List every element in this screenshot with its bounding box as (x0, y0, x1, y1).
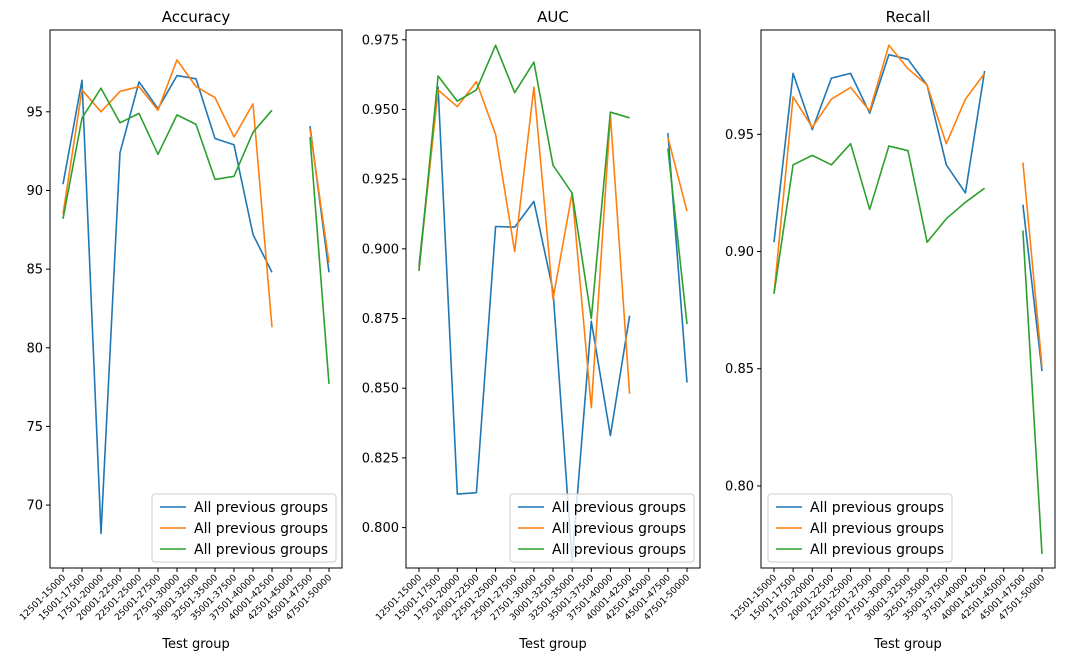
y-tick-label: 0.900 (362, 242, 399, 257)
series-line-1 (62, 74, 273, 535)
legend-label: All previous groups (552, 500, 686, 516)
series-line-3 (418, 44, 630, 320)
y-tick-label: 0.850 (362, 382, 399, 397)
series-line-2 (62, 59, 273, 328)
x-axis-label: Test group (161, 637, 230, 652)
axes-frame (49, 29, 343, 569)
legend: All previous groups All previous groups Al… (767, 493, 953, 563)
legend-label: All previous groups (194, 500, 328, 516)
legend-label: All previous groups (810, 521, 944, 537)
series-line-2 (309, 128, 330, 263)
y-tick-label: 70 (26, 499, 43, 514)
chart-title: AUC (537, 8, 569, 26)
legend-label: All previous groups (552, 542, 686, 558)
y-tick-label: 0.825 (362, 451, 399, 466)
chart-panel-1: Accuracy70758085909512501-1500015001-175… (18, 8, 343, 652)
y-tick-label: 0.80 (725, 479, 754, 494)
legend-box (767, 493, 953, 563)
chart-panel-2: AUC 0.800 0.825 0.850 0.875 0.900 0.925 0.950 0.… (362, 8, 701, 652)
y-tick-label: 0.800 (362, 521, 399, 536)
series-line-2 (1022, 162, 1043, 367)
chart-title: Recall (886, 8, 931, 26)
chart-title: Accuracy (162, 8, 231, 26)
series-line-1 (418, 86, 631, 562)
y-tick-label: 0.925 (362, 173, 399, 188)
chart-panel-3: Recall0.800.850.900.9512501-1500015001-1… (725, 8, 1056, 652)
x-axis-label: Test group (873, 637, 942, 652)
legend: All previous groups All previous groups Al… (151, 493, 337, 563)
y-tick-label: 0.975 (362, 33, 399, 48)
y-tick-label: 0.90 (725, 245, 754, 260)
legend-label: All previous groups (194, 521, 328, 537)
legend-box (151, 493, 337, 563)
y-tick-label: 0.950 (362, 103, 399, 118)
series-line-2 (418, 80, 631, 409)
series-line-2 (667, 137, 688, 212)
series-line-3 (309, 136, 330, 384)
y-tick-label: 90 (26, 184, 43, 199)
series-line-1 (773, 53, 986, 243)
legend-label: All previous groups (810, 542, 944, 558)
legend-label: All previous groups (810, 500, 944, 516)
x-axis-label: Test group (518, 637, 587, 652)
y-tick-label: 75 (26, 420, 43, 435)
y-tick-label: 0.85 (725, 362, 754, 377)
y-tick-label: 85 (26, 263, 43, 278)
legend: All previous groups All previous groups Al… (509, 493, 695, 563)
legend-label: All previous groups (194, 542, 328, 558)
y-tick-label: 0.875 (362, 312, 399, 327)
y-tick-label: 80 (26, 341, 43, 356)
series-line-3 (773, 142, 986, 294)
y-tick-label: 95 (26, 105, 43, 120)
series-line-3 (62, 87, 273, 219)
legend-label: All previous groups (552, 521, 686, 537)
series-line-3 (667, 148, 688, 325)
y-tick-label: 0.95 (725, 128, 754, 143)
series-line-2 (773, 44, 986, 294)
series-line-3 (1022, 230, 1043, 554)
series-line-1 (1022, 204, 1043, 372)
legend-box (509, 493, 695, 563)
